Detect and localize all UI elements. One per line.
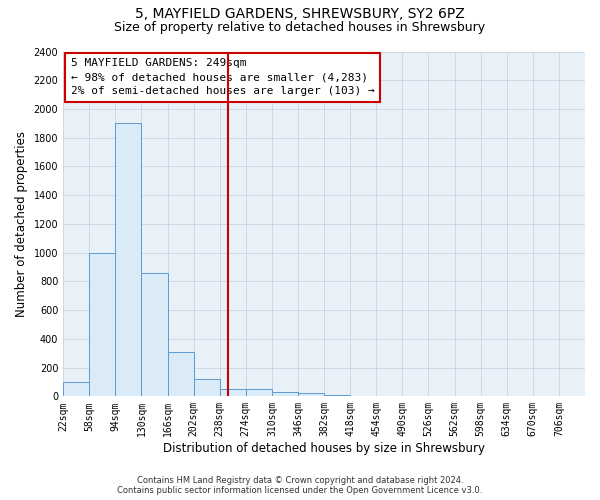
Bar (272, 392, 298, 396)
Bar (194, 379, 220, 396)
Y-axis label: Number of detached properties: Number of detached properties (15, 131, 28, 317)
X-axis label: Distribution of detached houses by size in Shrewsbury: Distribution of detached houses by size … (163, 442, 485, 455)
Bar (246, 389, 272, 396)
Text: Contains HM Land Registry data © Crown copyright and database right 2024.
Contai: Contains HM Land Registry data © Crown c… (118, 476, 482, 495)
Bar (220, 389, 246, 396)
Bar (298, 394, 324, 396)
Bar (324, 395, 350, 396)
Bar (142, 273, 167, 396)
Bar (167, 352, 194, 397)
Bar (63, 382, 89, 396)
Text: 5, MAYFIELD GARDENS, SHREWSBURY, SY2 6PZ: 5, MAYFIELD GARDENS, SHREWSBURY, SY2 6PZ (135, 8, 465, 22)
Bar (115, 124, 142, 396)
Bar (89, 252, 115, 396)
Text: 5 MAYFIELD GARDENS: 249sqm
← 98% of detached houses are smaller (4,283)
2% of se: 5 MAYFIELD GARDENS: 249sqm ← 98% of deta… (71, 58, 375, 96)
Text: Size of property relative to detached houses in Shrewsbury: Size of property relative to detached ho… (115, 21, 485, 34)
